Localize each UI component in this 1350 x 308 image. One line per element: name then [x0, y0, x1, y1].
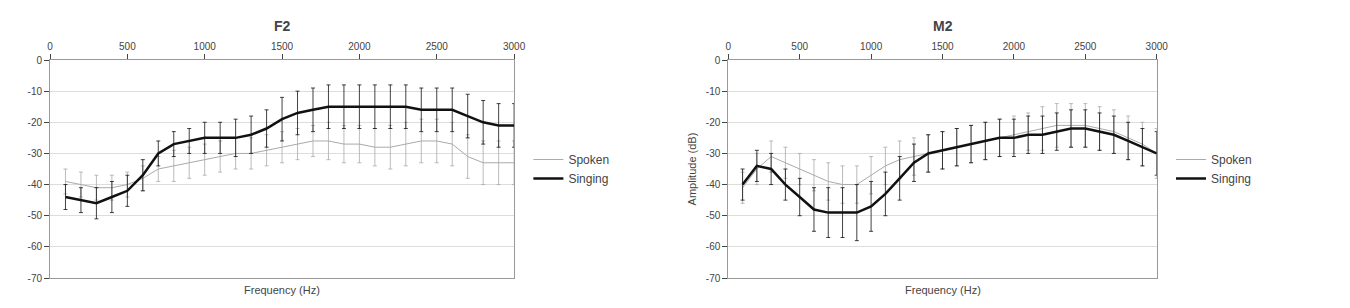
- svg-text:2000: 2000: [348, 41, 371, 52]
- svg-text:-20: -20: [706, 117, 721, 128]
- svg-text:-60: -60: [706, 241, 721, 252]
- svg-text:Spoken: Spoken: [568, 153, 609, 167]
- svg-text:1000: 1000: [860, 41, 883, 52]
- svg-text:-20: -20: [28, 117, 43, 128]
- svg-text:-50: -50: [28, 210, 43, 221]
- svg-text:500: 500: [119, 41, 136, 52]
- svg-text:Singing: Singing: [1211, 172, 1251, 186]
- svg-text:-50: -50: [706, 210, 721, 221]
- svg-text:F2: F2: [274, 18, 291, 34]
- svg-text:-70: -70: [706, 273, 721, 284]
- svg-text:Frequency (Hz): Frequency (Hz): [244, 284, 320, 296]
- svg-text:1500: 1500: [931, 41, 954, 52]
- svg-text:0: 0: [47, 41, 53, 52]
- svg-text:-40: -40: [28, 179, 43, 190]
- svg-text:1500: 1500: [271, 41, 294, 52]
- svg-text:M2: M2: [933, 18, 953, 34]
- svg-text:-30: -30: [706, 148, 721, 159]
- svg-text:0: 0: [715, 55, 721, 66]
- svg-text:-40: -40: [706, 179, 721, 190]
- svg-text:1000: 1000: [194, 41, 217, 52]
- svg-text:Amplitude (dB): Amplitude (dB): [686, 133, 698, 206]
- svg-text:-30: -30: [28, 148, 43, 159]
- svg-text:Spoken: Spoken: [1211, 153, 1252, 167]
- svg-text:Singing: Singing: [568, 172, 608, 186]
- svg-text:2000: 2000: [1003, 41, 1026, 52]
- svg-text:-10: -10: [706, 86, 721, 97]
- svg-text:-70: -70: [28, 273, 43, 284]
- svg-text:2500: 2500: [1074, 41, 1097, 52]
- svg-text:3000: 3000: [503, 41, 526, 52]
- svg-text:3000: 3000: [1146, 41, 1169, 52]
- svg-text:0: 0: [36, 55, 42, 66]
- svg-text:2500: 2500: [426, 41, 449, 52]
- svg-text:-60: -60: [28, 241, 43, 252]
- svg-text:0: 0: [726, 41, 732, 52]
- svg-text:-10: -10: [28, 86, 43, 97]
- svg-text:500: 500: [791, 41, 808, 52]
- svg-text:Frequency (Hz): Frequency (Hz): [905, 284, 981, 296]
